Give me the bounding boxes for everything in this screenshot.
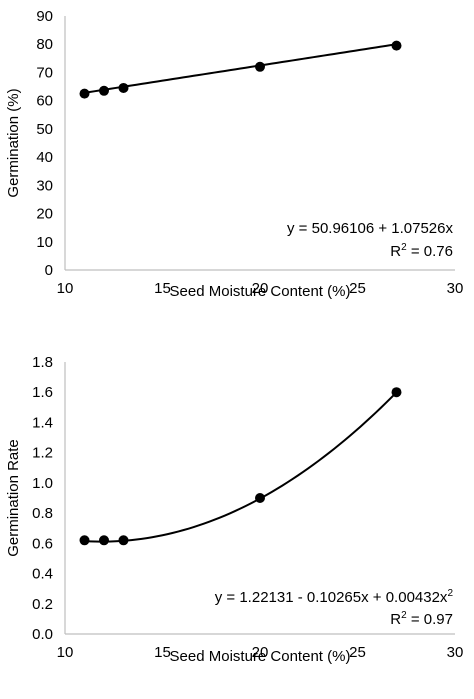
y-tick-label: 30 bbox=[36, 177, 53, 194]
y-tick-labels: 0.0 0.2 0.4 0.6 0.8 1.0 1.2 1.4 1.6 1.8 bbox=[32, 354, 53, 643]
y-tick-label: 0.6 bbox=[32, 535, 53, 552]
data-points bbox=[79, 40, 402, 99]
data-point bbox=[79, 535, 90, 546]
x-tick-label: 20 bbox=[252, 644, 269, 661]
y-tick-label: 0.4 bbox=[32, 566, 53, 583]
x-tick-label: 30 bbox=[447, 280, 464, 297]
chart-germination-rate: 0.0 0.2 0.4 0.6 0.8 1.0 1.2 1.4 1.6 1.8 10 15 20 25 3… bbox=[5, 354, 463, 665]
r-squared-value: = 0.76 bbox=[407, 243, 453, 260]
x-tick-label: 10 bbox=[57, 280, 74, 297]
y-tick-labels: 0 10 20 30 40 50 60 70 80 90 bbox=[36, 8, 53, 279]
x-axis-title: Seed Moisture Content (%) bbox=[170, 283, 351, 300]
y-tick-label: 20 bbox=[36, 206, 53, 223]
y-tick-label: 1.2 bbox=[32, 445, 53, 462]
y-tick-label: 70 bbox=[36, 64, 53, 81]
y-axis-title: Germination Rate bbox=[5, 439, 22, 557]
y-tick-label: 90 bbox=[36, 8, 53, 25]
regression-equation-exponent: 2 bbox=[447, 588, 453, 599]
data-point bbox=[391, 387, 402, 398]
y-tick-label: 0 bbox=[45, 262, 53, 279]
x-tick-label: 30 bbox=[447, 644, 464, 661]
x-tick-label: 25 bbox=[349, 280, 366, 297]
r-squared-symbol: R bbox=[390, 243, 401, 260]
r-squared-value: = 0.97 bbox=[407, 611, 453, 628]
x-tick-label: 10 bbox=[57, 644, 74, 661]
y-tick-label: 1.4 bbox=[32, 414, 53, 431]
y-tick-label: 10 bbox=[36, 234, 53, 251]
data-point bbox=[99, 85, 109, 96]
y-tick-label: 0.2 bbox=[32, 596, 53, 613]
x-tick-label: 20 bbox=[252, 280, 269, 297]
y-tick-label: 0.0 bbox=[32, 626, 53, 643]
y-tick-label: 60 bbox=[36, 93, 53, 110]
y-tick-label: 1.8 bbox=[32, 354, 53, 371]
data-point bbox=[255, 493, 265, 503]
y-tick-label: 0.8 bbox=[32, 505, 53, 522]
y-axis-title: Germination (%) bbox=[5, 88, 22, 197]
trendline bbox=[84, 391, 398, 543]
r-squared: R2 = 0.76 bbox=[390, 242, 453, 260]
regression-equation: y = 1.22131 - 0.10265x + 0.00432x2 bbox=[215, 588, 454, 606]
data-point bbox=[255, 61, 265, 72]
y-tick-label: 80 bbox=[36, 36, 53, 53]
r-squared: R2 = 0.97 bbox=[390, 610, 453, 628]
regression-equation: y = 50.96106 + 1.07526x bbox=[287, 220, 453, 237]
data-point bbox=[118, 82, 129, 93]
y-tick-label: 1.6 bbox=[32, 384, 53, 401]
data-point bbox=[79, 88, 90, 99]
r-squared-exponent: 2 bbox=[401, 610, 407, 621]
y-tick-label: 40 bbox=[36, 149, 53, 166]
regression-equation-text: y = 1.22131 - 0.10265x + 0.00432x bbox=[215, 589, 448, 606]
x-tick-labels: 10 15 20 25 30 bbox=[57, 644, 464, 661]
x-tick-label: 25 bbox=[349, 644, 366, 661]
r-squared-exponent: 2 bbox=[401, 242, 407, 253]
data-point bbox=[391, 40, 402, 51]
data-point bbox=[99, 535, 109, 546]
x-axis-title: Seed Moisture Content (%) bbox=[170, 648, 351, 665]
data-points bbox=[79, 387, 402, 546]
trendline bbox=[84, 43, 397, 94]
y-tick-label: 50 bbox=[36, 121, 53, 138]
y-tick-label: 1.0 bbox=[32, 475, 53, 492]
r-squared-symbol: R bbox=[390, 611, 401, 628]
data-point bbox=[118, 535, 129, 546]
x-tick-label: 15 bbox=[154, 280, 171, 297]
x-tick-labels: 10 15 20 25 30 bbox=[57, 280, 464, 297]
x-tick-label: 15 bbox=[154, 644, 171, 661]
